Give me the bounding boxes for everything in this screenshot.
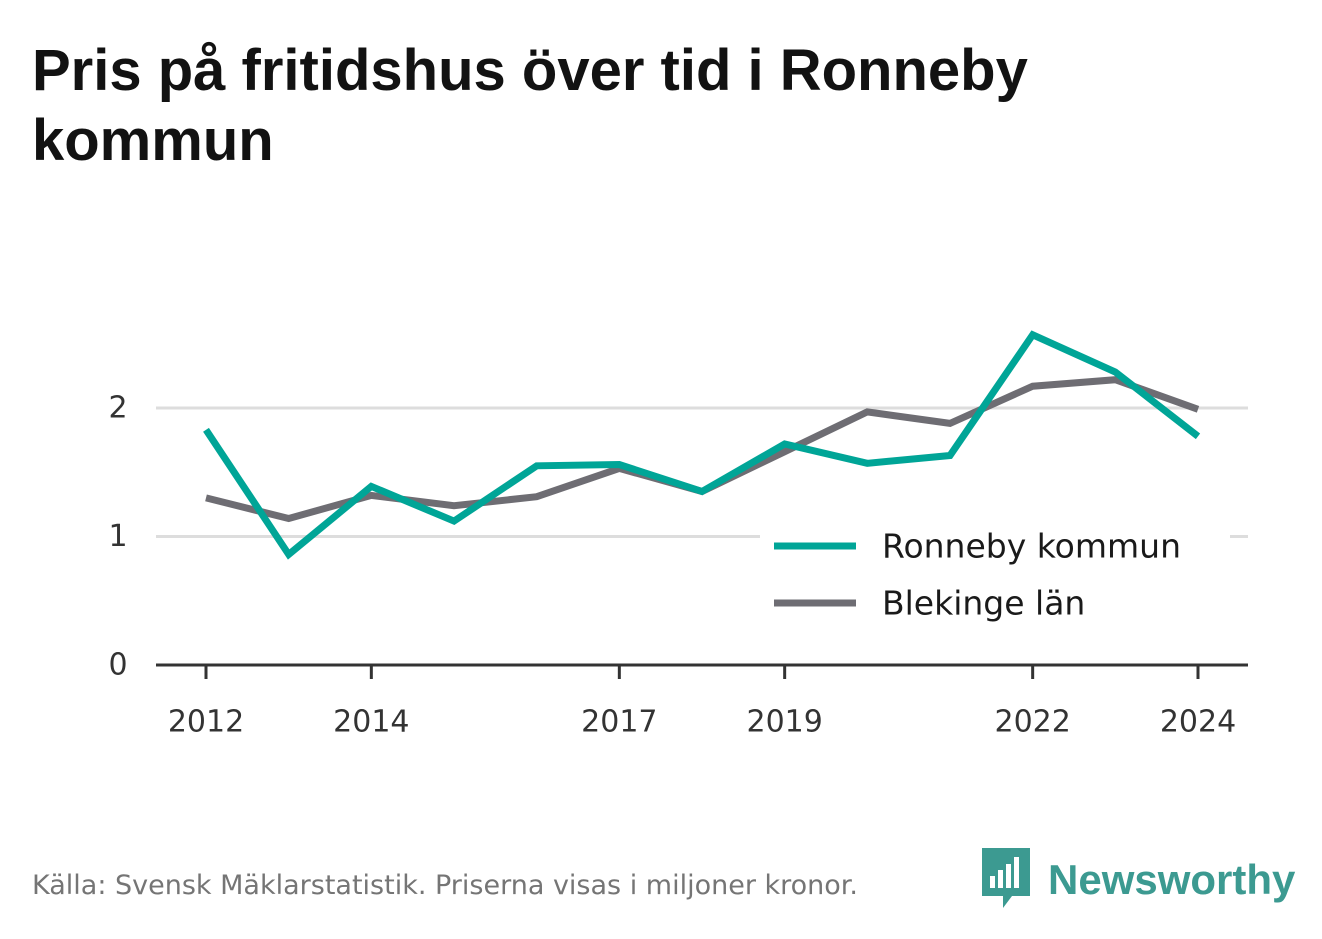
legend-label: Ronneby kommun (882, 527, 1181, 566)
x-tick-label: 2017 (581, 705, 657, 740)
legend: Ronneby kommun Blekinge län (760, 515, 1230, 635)
x-tick-label: 2012 (168, 705, 244, 740)
y-tick-label: 0 (108, 648, 127, 683)
x-axis-ticks: 2012 2014 2017 2019 2022 2024 (168, 665, 1236, 740)
legend-label: Blekinge län (882, 584, 1085, 623)
chart-title: Pris på fritidshus över tid i Ronneby ko… (32, 38, 1028, 173)
brand-logo: Newsworthy (982, 848, 1295, 912)
x-tick-label: 2022 (994, 705, 1070, 740)
x-tick-label: 2019 (746, 705, 822, 740)
series-lines (203, 330, 1201, 560)
x-tick-label: 2014 (333, 705, 409, 740)
y-axis-ticks: 0 1 2 (108, 391, 127, 683)
series-line-ronneby-kommun (203, 330, 1201, 560)
x-tick-label: 2024 (1160, 705, 1236, 740)
y-tick-label: 2 (108, 391, 127, 426)
bar-chart-speech-bubble-icon (982, 848, 1030, 908)
legend-background (760, 515, 1230, 635)
y-tick-label: 1 (108, 519, 127, 554)
source-note: Källa: Svensk Mäklarstatistik. Priserna … (32, 870, 859, 901)
brand-name: Newsworthy (1048, 856, 1296, 903)
